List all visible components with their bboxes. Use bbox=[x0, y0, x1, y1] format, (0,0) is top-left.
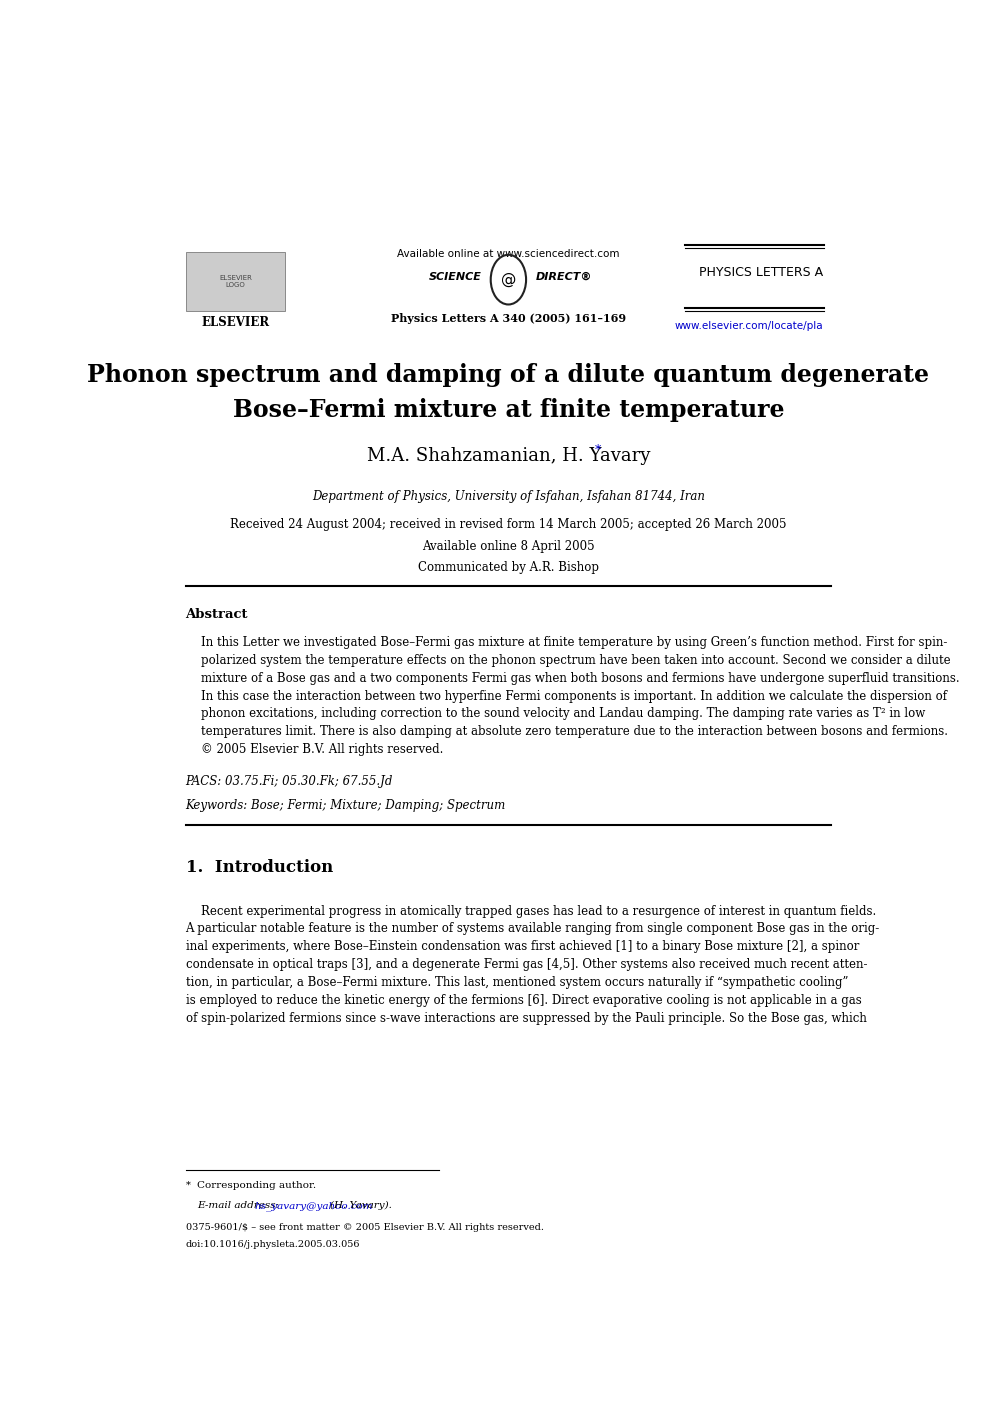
Text: Abstract: Abstract bbox=[186, 607, 248, 622]
Text: www.elsevier.com/locate/pla: www.elsevier.com/locate/pla bbox=[675, 321, 823, 331]
Text: 0375-9601/$ – see front matter © 2005 Elsevier B.V. All rights reserved.: 0375-9601/$ – see front matter © 2005 El… bbox=[186, 1223, 544, 1232]
Text: PACS: 03.75.Fi; 05.30.Fk; 67.55.Jd: PACS: 03.75.Fi; 05.30.Fk; 67.55.Jd bbox=[186, 774, 393, 788]
Text: Available online 8 April 2005: Available online 8 April 2005 bbox=[422, 540, 595, 553]
Text: Phonon spectrum and damping of a dilute quantum degenerate: Phonon spectrum and damping of a dilute … bbox=[87, 363, 930, 387]
Text: Corresponding author.: Corresponding author. bbox=[197, 1180, 316, 1190]
Text: temperatures limit. There is also damping at absolute zero temperature due to th: temperatures limit. There is also dampin… bbox=[200, 725, 948, 738]
Text: PHYSICS LETTERS A: PHYSICS LETTERS A bbox=[699, 265, 823, 279]
Text: is employed to reduce the kinetic energy of the fermions [6]. Direct evaporative: is employed to reduce the kinetic energy… bbox=[186, 993, 861, 1007]
Text: Received 24 August 2004; received in revised form 14 March 2005; accepted 26 Mar: Received 24 August 2004; received in rev… bbox=[230, 518, 787, 532]
Bar bbox=[186, 251, 286, 311]
Text: Recent experimental progress in atomically trapped gases has lead to a resurgenc: Recent experimental progress in atomical… bbox=[186, 905, 876, 918]
Text: condensate in optical traps [3], and a degenerate Fermi gas [4,5]. Other systems: condensate in optical traps [3], and a d… bbox=[186, 958, 867, 971]
Text: Department of Physics, University of Isfahan, Isfahan 81744, Iran: Department of Physics, University of Isf… bbox=[311, 490, 705, 504]
Text: 1.  Introduction: 1. Introduction bbox=[186, 859, 332, 877]
Text: © 2005 Elsevier B.V. All rights reserved.: © 2005 Elsevier B.V. All rights reserved… bbox=[200, 744, 443, 756]
Text: ELSEVIER
LOGO: ELSEVIER LOGO bbox=[219, 275, 252, 288]
Text: of spin-polarized fermions since s-wave interactions are suppressed by the Pauli: of spin-polarized fermions since s-wave … bbox=[186, 1012, 866, 1024]
Text: DIRECT®: DIRECT® bbox=[536, 272, 592, 282]
Text: tion, in particular, a Bose–Fermi mixture. This last, mentioned system occurs na: tion, in particular, a Bose–Fermi mixtur… bbox=[186, 976, 848, 989]
Text: Physics Letters A 340 (2005) 161–169: Physics Letters A 340 (2005) 161–169 bbox=[391, 313, 626, 324]
Text: hs_yavary@yahoo.com: hs_yavary@yahoo.com bbox=[255, 1201, 373, 1211]
Text: doi:10.1016/j.physleta.2005.03.056: doi:10.1016/j.physleta.2005.03.056 bbox=[186, 1240, 360, 1249]
Text: *: * bbox=[595, 443, 601, 457]
Text: In this Letter we investigated Bose–Fermi gas mixture at finite temperature by u: In this Letter we investigated Bose–Ferm… bbox=[200, 636, 947, 650]
Text: mixture of a Bose gas and a two components Fermi gas when both bosons and fermio: mixture of a Bose gas and a two componen… bbox=[200, 672, 959, 685]
Text: In this case the interaction between two hyperfine Fermi components is important: In this case the interaction between two… bbox=[200, 690, 947, 703]
Text: M.A. Shahzamanian, H. Yavary: M.A. Shahzamanian, H. Yavary bbox=[367, 448, 650, 464]
Text: ELSEVIER: ELSEVIER bbox=[201, 316, 270, 330]
Text: A particular notable feature is the number of systems available ranging from sin: A particular notable feature is the numb… bbox=[186, 922, 880, 936]
Text: phonon excitations, including correction to the sound velocity and Landau dampin: phonon excitations, including correction… bbox=[200, 707, 926, 720]
Text: Communicated by A.R. Bishop: Communicated by A.R. Bishop bbox=[418, 561, 599, 574]
Text: @: @ bbox=[501, 272, 516, 288]
Text: Keywords: Bose; Fermi; Mixture; Damping; Spectrum: Keywords: Bose; Fermi; Mixture; Damping;… bbox=[186, 798, 506, 812]
Text: Available online at www.sciencedirect.com: Available online at www.sciencedirect.co… bbox=[397, 250, 620, 260]
Text: E-mail address:: E-mail address: bbox=[197, 1201, 279, 1211]
Text: inal experiments, where Bose–Einstein condensation was first achieved [1] to a b: inal experiments, where Bose–Einstein co… bbox=[186, 940, 859, 953]
Text: polarized system the temperature effects on the phonon spectrum have been taken : polarized system the temperature effects… bbox=[200, 654, 950, 666]
Text: (H. Yavary).: (H. Yavary). bbox=[330, 1201, 392, 1211]
Text: Bose–Fermi mixture at finite temperature: Bose–Fermi mixture at finite temperature bbox=[233, 398, 784, 422]
Text: SCIENCE: SCIENCE bbox=[429, 272, 481, 282]
Text: *: * bbox=[186, 1180, 190, 1190]
